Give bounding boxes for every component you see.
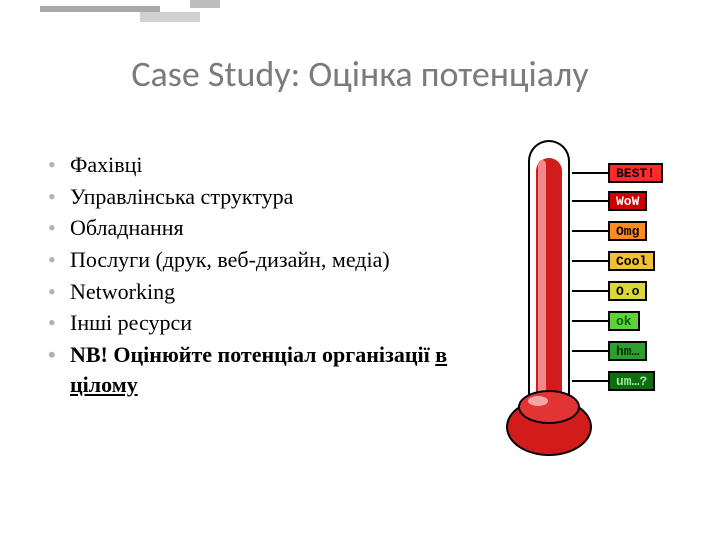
thermometer-level: WoW bbox=[608, 190, 647, 212]
bullet-text-prefix: NB! Оцінюйте потенціал організації bbox=[70, 342, 435, 367]
decor-bar bbox=[140, 12, 200, 22]
bullet-item: Фахівці bbox=[48, 150, 448, 180]
thermometer-level-label: BEST! bbox=[608, 163, 663, 183]
thermometer-level: ok bbox=[608, 310, 640, 332]
thermometer-level-label: WoW bbox=[608, 191, 647, 211]
thermometer-level-label: O.o bbox=[608, 281, 647, 301]
bullet-text: Управлінська структура bbox=[70, 184, 293, 209]
thermometer-level: um…? bbox=[608, 370, 655, 392]
thermometer-level-label: Cool bbox=[608, 251, 655, 271]
bullet-list-container: Фахівці Управлінська структура Обладнанн… bbox=[48, 150, 448, 402]
thermometer-level: Omg bbox=[608, 220, 647, 242]
thermometer-level-label: Omg bbox=[608, 221, 647, 241]
slide: Case Study: Оцінка потенціалу Фахівці Уп… bbox=[0, 0, 720, 540]
bullet-text: Фахівці bbox=[70, 152, 143, 177]
bullet-list: Фахівці Управлінська структура Обладнанн… bbox=[48, 150, 448, 400]
thermometer-level: hm… bbox=[608, 340, 647, 362]
bullet-text: Networking bbox=[70, 279, 175, 304]
thermometer-level-label: hm… bbox=[608, 341, 647, 361]
bullet-item: Інші ресурси bbox=[48, 308, 448, 338]
decor-bar bbox=[190, 0, 220, 8]
slide-title: Case Study: Оцінка потенціалу bbox=[0, 52, 720, 96]
bullet-item: Обладнання bbox=[48, 213, 448, 243]
thermometer-level: O.o bbox=[608, 280, 647, 302]
thermometer-level-label: um…? bbox=[608, 371, 655, 391]
bullet-text: Послуги (друк, веб-дизайн, медіа) bbox=[70, 247, 390, 272]
top-decor-bars bbox=[40, 0, 220, 26]
bullet-item: Управлінська структура bbox=[48, 182, 448, 212]
bullet-item: Networking bbox=[48, 277, 448, 307]
bullet-text: Обладнання bbox=[70, 215, 184, 240]
bullet-text: Інші ресурси bbox=[70, 310, 192, 335]
thermometer-bulb-top bbox=[518, 390, 580, 424]
thermometer-level: BEST! bbox=[608, 162, 663, 184]
thermometer-level: Cool bbox=[608, 250, 655, 272]
thermometer-graphic: BEST! WoW Omg Cool O.o ok hm… um…? bbox=[500, 140, 700, 480]
thermometer-highlight bbox=[538, 160, 546, 408]
bullet-item: Послуги (друк, веб-дизайн, медіа) bbox=[48, 245, 448, 275]
thermometer-level-label: ok bbox=[608, 311, 640, 331]
bullet-item-emphasis: NB! Оцінюйте потенціал організації в ціл… bbox=[48, 340, 448, 399]
